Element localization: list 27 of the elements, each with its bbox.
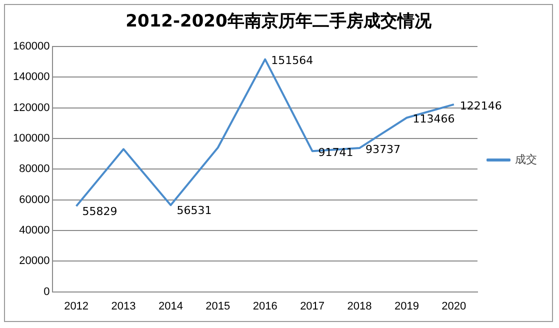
y-tick-label: 120000: [12, 102, 50, 114]
y-tick-label: 20000: [19, 255, 50, 268]
data-label: 122146: [460, 99, 502, 112]
y-tick-label: 0: [44, 286, 50, 298]
x-tick-label: 2016: [252, 300, 278, 312]
x-tick-label: 2019: [394, 300, 419, 312]
chart-title: 2012-2020年南京历年二手房成交情况: [126, 12, 432, 32]
data-label: 55829: [82, 205, 118, 218]
y-tick-label: 100000: [12, 132, 50, 144]
x-tick-label: 2017: [300, 300, 325, 312]
data-label: 91741: [318, 146, 354, 159]
x-tick-label: 2018: [347, 300, 372, 312]
legend-label: 成交: [515, 152, 537, 166]
data-label: 113466: [412, 112, 455, 126]
x-tick-label: 2020: [442, 300, 466, 312]
y-tick-label: 160000: [12, 40, 50, 52]
x-tick-label: 2015: [206, 300, 230, 312]
y-tick-label: 40000: [19, 224, 50, 236]
y-tick-label: 80000: [19, 163, 50, 176]
x-tick-label: 2013: [111, 300, 136, 312]
y-tick-label: 60000: [19, 194, 50, 206]
data-label: 56531: [176, 204, 212, 217]
x-tick-label: 2014: [158, 300, 183, 312]
x-tick-label: 2012: [64, 300, 89, 312]
data-label: 151564: [271, 54, 314, 68]
y-tick-label: 140000: [12, 71, 50, 84]
data-label: 93737: [366, 142, 400, 156]
